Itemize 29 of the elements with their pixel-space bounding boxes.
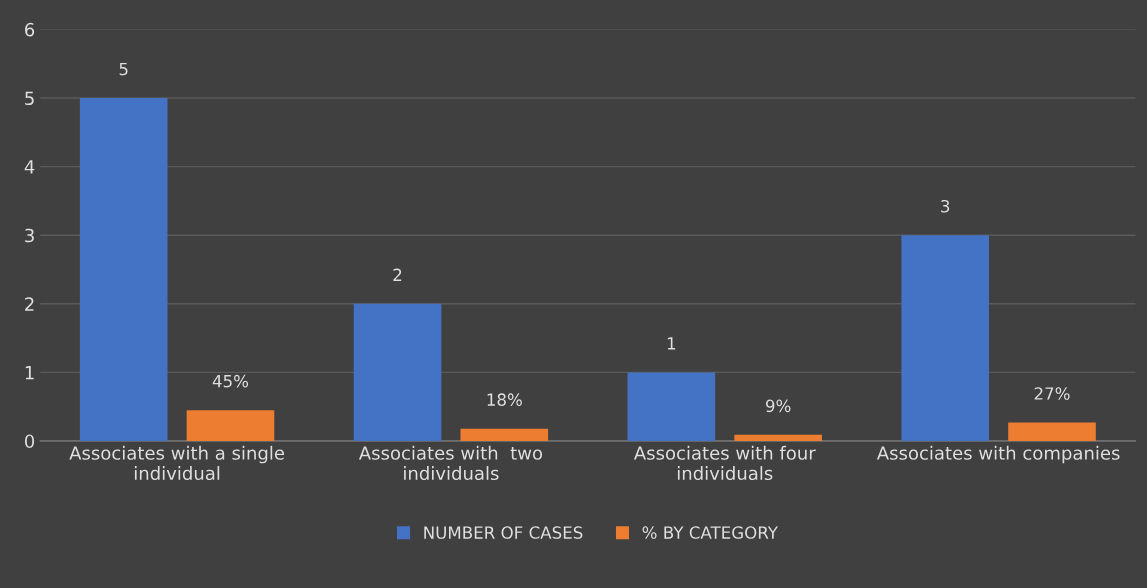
data-label: 5 bbox=[119, 62, 128, 76]
data-label: 18% bbox=[487, 393, 522, 406]
data-label: 2 bbox=[393, 268, 402, 281]
x-tick-label: Associates with a single individual bbox=[69, 445, 285, 481]
data-label: 3 bbox=[941, 199, 950, 213]
bar bbox=[79, 98, 168, 441]
data-label: 45% bbox=[212, 374, 249, 388]
bar bbox=[460, 428, 549, 441]
y-tick-label: 4 bbox=[24, 160, 35, 174]
data-label: 9% bbox=[765, 399, 791, 413]
x-tick-label: Associates with companies bbox=[876, 445, 1120, 464]
y-tick-label: 0 bbox=[24, 434, 35, 449]
x-tick-label: Associates with two individuals bbox=[358, 445, 543, 481]
bar bbox=[627, 372, 716, 441]
legend-label: NUMBER OF CASES bbox=[424, 526, 583, 539]
bar bbox=[901, 235, 990, 441]
y-tick-label: 5 bbox=[25, 91, 34, 106]
y-tick-label: 3 bbox=[25, 228, 34, 243]
x-tick-label: Associates with four individuals bbox=[633, 445, 816, 481]
bar bbox=[1008, 422, 1096, 441]
data-label: 1 bbox=[667, 337, 676, 350]
bar bbox=[734, 434, 822, 441]
y-tick-label: 1 bbox=[25, 366, 34, 380]
legend-label: % BY CATEGORY bbox=[642, 526, 779, 539]
data-label: 27% bbox=[1034, 387, 1070, 400]
y-tick-label: 6 bbox=[25, 22, 35, 37]
bar bbox=[353, 303, 442, 441]
y-tick-label: 2 bbox=[25, 297, 34, 311]
bar bbox=[186, 410, 275, 441]
